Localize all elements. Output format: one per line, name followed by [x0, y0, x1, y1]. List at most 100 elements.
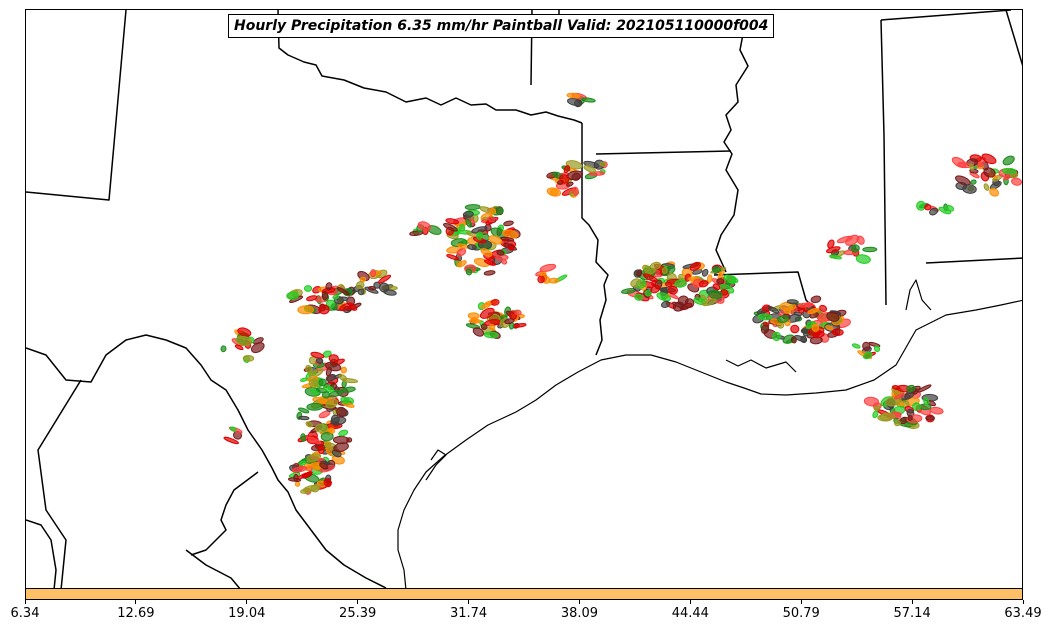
precip-paintball-dot	[827, 239, 835, 249]
precip-paintball-dot	[340, 396, 350, 404]
precip-paintball-dot	[706, 274, 713, 283]
colorbar-tick-mark	[689, 600, 691, 604]
colorbar-tick-mark	[911, 600, 913, 604]
precip-paintball-dot	[862, 341, 871, 352]
precip-paintball-dot	[850, 244, 860, 253]
precip-paintball-dot	[321, 391, 331, 399]
precip-paintball-dot	[983, 183, 990, 191]
precip-paintball-dot	[507, 246, 515, 251]
precip-paintball-dot	[559, 174, 570, 184]
precip-paintball-dot	[831, 328, 844, 336]
precip-paintball-dot	[294, 481, 301, 487]
precip-paintball-dot	[359, 276, 367, 283]
precip-paintball-dot	[318, 378, 327, 387]
precip-paintball-dot	[480, 302, 492, 309]
precip-paintball-dot	[906, 384, 916, 393]
precip-paintball-dot	[341, 386, 356, 393]
ar-la-border	[595, 150, 732, 155]
precip-paintball-dot	[333, 442, 349, 453]
precip-paintball-dot	[767, 306, 780, 314]
precip-paintball-dot	[467, 312, 480, 320]
precip-paintball-dot	[826, 246, 841, 254]
precip-paintball-dot	[786, 299, 799, 305]
precip-paintball-dot	[810, 295, 822, 304]
precip-paintball-dot	[332, 294, 340, 300]
precip-paintball-dot	[819, 304, 828, 312]
precip-paintball-dot	[318, 304, 330, 315]
colorbar-tick-label: 12.69	[117, 606, 155, 621]
precip-paintball-dot	[929, 406, 944, 415]
bay-detail-1	[425, 449, 447, 481]
colorbar-tick-label: 31.74	[449, 606, 488, 621]
precip-paintball-dot	[489, 208, 497, 215]
precip-paintball-dot	[873, 405, 881, 411]
coastline	[397, 279, 1022, 588]
precip-paintball-dot	[989, 188, 1000, 197]
precip-paintball-dot	[563, 165, 570, 174]
precip-paintball-dot	[726, 275, 739, 284]
precip-paintball-dot	[929, 207, 939, 216]
precip-paintball-dot	[298, 465, 304, 470]
precip-paintball-dot	[503, 220, 514, 227]
precip-paintball-dot	[698, 280, 709, 288]
precip-paintball-dot	[467, 244, 477, 251]
precip-paintball-dot	[487, 216, 496, 223]
precip-paintball-dot	[300, 433, 307, 442]
precip-paintball-dot	[313, 466, 321, 471]
colorbar-tick-label: 19.04	[228, 606, 266, 621]
precip-paintball-dot	[572, 186, 579, 196]
precip-paintball-dot	[581, 97, 596, 103]
nm-az-border	[26, 10, 127, 201]
precip-paintball-dot	[977, 161, 984, 168]
precip-paintball-dot	[566, 92, 581, 99]
mx-state-line-3	[185, 549, 241, 588]
precip-paintball-dot	[771, 331, 782, 341]
precip-paintball-dot	[464, 204, 481, 211]
precip-paintball-dot	[338, 374, 348, 381]
precip-paintball-dot	[472, 327, 485, 337]
tn-line	[880, 10, 1012, 21]
precip-paintball-dot	[583, 165, 596, 173]
precip-paintball-dot	[636, 269, 643, 277]
precip-paintball-dot	[711, 266, 722, 273]
map-panel	[25, 9, 1023, 589]
precip-paintball-dot	[309, 368, 324, 379]
colorbar-tick-mark	[468, 600, 470, 604]
precip-paintball-dot	[923, 397, 930, 406]
precip-paintball-dot	[630, 278, 642, 288]
precip-paintball-dot	[549, 188, 559, 197]
precip-paintball-dot	[674, 279, 687, 288]
al-ga-border	[1005, 10, 1022, 66]
precip-paintball-dot	[672, 301, 688, 310]
precip-paintball-dot	[368, 285, 376, 291]
state-borders	[26, 10, 1022, 588]
precip-paintball-dot	[797, 302, 814, 308]
precip-paintball-dot	[634, 293, 644, 301]
precip-paintball-dot	[642, 273, 658, 283]
red-river-border	[277, 10, 583, 124]
precip-paintball-dot	[862, 351, 873, 360]
precip-paintball-dot	[962, 184, 977, 194]
precip-paintball-dot	[1002, 155, 1015, 166]
precip-paintball-dot	[306, 453, 322, 462]
precip-paintball-dot	[790, 324, 800, 334]
precip-paintball-dot	[320, 431, 334, 442]
precip-paintball-dot	[299, 460, 307, 466]
precip-paintball-dot	[955, 175, 971, 186]
precip-paintball-dot	[539, 271, 547, 276]
map-canvas	[26, 10, 1022, 588]
colorbar-tick-mark	[246, 600, 248, 604]
precip-paintball-dot	[983, 167, 996, 178]
precip-paintball-dot	[328, 427, 336, 434]
precip-paintball-dot	[599, 161, 607, 167]
precip-paintball-dot	[476, 231, 483, 240]
ga-fl-border	[925, 257, 1022, 264]
colorbar-tick-mark	[1022, 600, 1024, 604]
precip-paintball-dot	[317, 445, 325, 455]
precip-paintball-dot	[443, 222, 458, 232]
precip-paintball-dot	[800, 335, 808, 344]
precip-paintball-dot	[322, 385, 335, 393]
colorbar-tick-label: 38.09	[560, 606, 599, 621]
precip-paintball-dot	[465, 268, 473, 276]
precip-paintball-dot	[465, 218, 473, 228]
